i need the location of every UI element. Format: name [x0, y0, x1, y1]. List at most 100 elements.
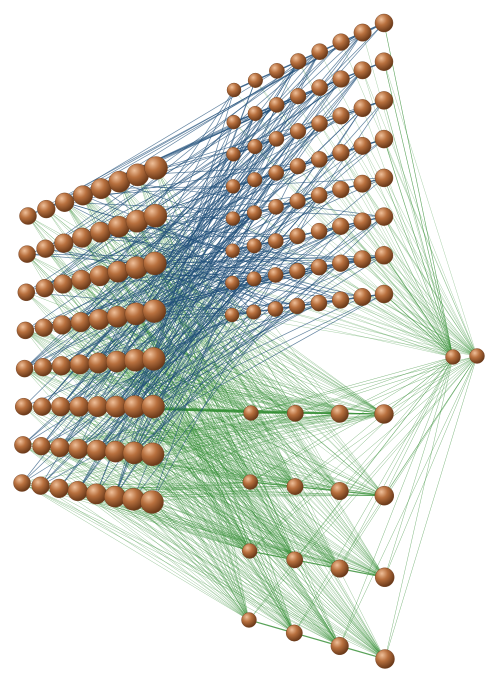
input-neuron	[107, 260, 129, 283]
input-neuron	[142, 299, 167, 323]
connection-green	[61, 365, 385, 415]
hidden-neuron-upper	[332, 217, 350, 235]
connection-green	[117, 271, 296, 414]
connection-green	[151, 501, 295, 634]
connection-green	[133, 413, 296, 500]
input-neuron	[14, 436, 32, 454]
connection-green	[77, 481, 251, 492]
hidden-neuron-lower	[330, 404, 349, 423]
connection-blue	[100, 231, 363, 298]
connection-green	[152, 413, 296, 455]
hidden-neuron-upper	[290, 88, 307, 105]
connection-blue	[114, 154, 234, 497]
input-neuron	[88, 308, 110, 330]
connection-green	[339, 356, 454, 569]
connection-green	[318, 266, 478, 357]
connection-green	[340, 299, 454, 358]
input-neuron	[141, 347, 166, 371]
connection-green	[383, 216, 454, 358]
connection-green	[78, 448, 340, 647]
hidden-neuron-upper	[332, 107, 350, 125]
hidden-neuron-upper	[268, 97, 285, 113]
connection-blue	[62, 130, 299, 285]
connection-green	[254, 212, 454, 358]
connection-green	[362, 259, 454, 358]
connection-blue	[45, 51, 320, 249]
input-neuron	[49, 478, 69, 498]
connection-green	[275, 308, 454, 358]
connection-green	[77, 490, 250, 621]
connection-blue	[78, 121, 235, 450]
hidden-neuron-upper	[353, 174, 372, 193]
input-neuron	[70, 312, 91, 333]
hidden-neuron-upper	[353, 61, 372, 80]
connection-green	[58, 488, 250, 621]
connection-green	[155, 167, 340, 569]
input-neuron	[15, 398, 33, 416]
input-neuron	[143, 203, 168, 228]
input-neuron	[54, 192, 75, 212]
connection-blue	[22, 314, 233, 446]
connection-blue	[44, 172, 277, 289]
hidden-neuron-lower	[285, 624, 303, 642]
connection-green	[152, 413, 385, 455]
connection-green	[115, 451, 385, 578]
hidden-neuron-upper	[267, 267, 284, 283]
connection-green	[294, 355, 478, 560]
connection-green	[41, 446, 386, 660]
hidden-neuron-lower	[243, 405, 259, 421]
connection-green	[339, 356, 454, 647]
connection-green	[41, 446, 295, 634]
input-neuron	[33, 358, 53, 377]
connection-green	[135, 360, 250, 552]
connection-green	[339, 355, 478, 569]
connection-green	[384, 356, 454, 496]
input-neuron	[69, 396, 90, 417]
connection-green	[340, 226, 454, 358]
hidden-neuron-upper	[353, 288, 372, 306]
hidden-neuron-upper	[332, 70, 350, 88]
connection-green	[41, 446, 250, 621]
connection-blue	[133, 226, 341, 500]
connection-blue	[133, 96, 299, 454]
hidden-neuron-lower	[330, 482, 349, 501]
hidden-neuron-upper	[311, 79, 328, 96]
connection-green	[339, 355, 478, 414]
input-neuron	[17, 283, 35, 301]
input-neuron	[19, 207, 37, 225]
hidden-neuron-lower	[375, 567, 395, 587]
hidden-neuron-upper	[332, 144, 350, 162]
hidden-neuron-upper	[289, 123, 307, 140]
hidden-neuron-upper	[225, 179, 241, 194]
hidden-neuron-lower	[286, 404, 304, 422]
input-neuron	[89, 265, 111, 287]
connection-blue	[44, 51, 320, 289]
connection-green	[133, 452, 295, 560]
hidden-neuron-upper	[311, 115, 328, 132]
connection-green	[133, 452, 295, 634]
connection-green	[61, 365, 296, 414]
connection-blue	[114, 89, 235, 497]
connection-blue	[115, 51, 321, 407]
connection-green	[339, 356, 454, 492]
connection-green	[152, 406, 295, 634]
connection-green	[232, 282, 454, 358]
input-neuron	[72, 185, 93, 206]
hidden-neuron-lower	[241, 612, 257, 628]
hidden-neuron-lower	[241, 543, 258, 559]
neurons	[13, 13, 485, 669]
connection-blue	[25, 115, 342, 331]
connection-blue	[77, 179, 256, 492]
connection-green	[133, 499, 250, 621]
connection-green	[23, 406, 385, 578]
connection-green	[249, 356, 454, 552]
hidden-neuron-upper	[374, 207, 394, 226]
hidden-neuron-lower	[330, 559, 349, 578]
connection-green	[383, 61, 478, 357]
input-neuron	[32, 437, 51, 456]
connection-blue	[41, 32, 363, 447]
connection-green	[77, 413, 385, 492]
hidden-neuron-upper	[267, 233, 284, 249]
hidden-neuron-upper	[226, 114, 241, 130]
